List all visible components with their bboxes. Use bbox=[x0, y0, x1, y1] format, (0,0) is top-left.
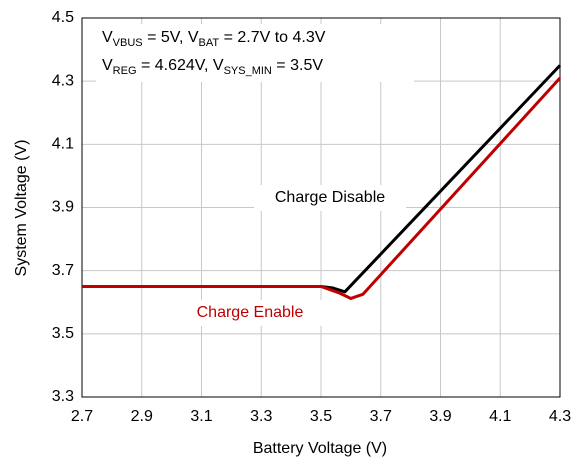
y-tick-label: 4.1 bbox=[52, 136, 74, 153]
series-label-background bbox=[254, 185, 406, 211]
annotation-text: = 3.5V bbox=[272, 57, 323, 74]
y-tick-label: 3.7 bbox=[52, 262, 74, 279]
y-tick-label: 3.5 bbox=[52, 325, 74, 342]
y-tick-label: 4.5 bbox=[52, 9, 74, 26]
x-tick-label: 3.7 bbox=[370, 408, 392, 425]
x-tick-label: 4.1 bbox=[489, 408, 511, 425]
x-tick-label: 3.9 bbox=[429, 408, 451, 425]
annotation-text: V bbox=[102, 57, 113, 74]
x-tick-label: 2.7 bbox=[71, 408, 93, 425]
annotation-background bbox=[96, 24, 414, 82]
y-tick-label: 3.9 bbox=[52, 199, 74, 216]
y-tick-label: 3.3 bbox=[52, 388, 74, 405]
x-tick-label: 3.1 bbox=[190, 408, 212, 425]
x-tick-label: 3.3 bbox=[250, 408, 272, 425]
annotation-text: = 2.7V to 4.3V bbox=[219, 29, 326, 46]
series-label: Charge Disable bbox=[275, 189, 385, 206]
annotation-text: = 4.624V, V bbox=[137, 57, 224, 74]
subscript: BAT bbox=[199, 37, 220, 49]
subscript: REG bbox=[113, 65, 137, 77]
x-tick-label: 3.5 bbox=[310, 408, 332, 425]
x-axis-title: Battery Voltage (V) bbox=[253, 440, 387, 457]
subscript: VBUS bbox=[113, 37, 143, 49]
subscript: SYS_MIN bbox=[224, 65, 272, 77]
series-label-background bbox=[175, 300, 325, 326]
annotation: VREG = 4.624V, VSYS_MIN = 3.5V bbox=[102, 57, 323, 77]
y-axis-title: System Voltage (V) bbox=[13, 140, 30, 277]
annotation-text: V bbox=[102, 29, 113, 46]
x-tick-label: 4.3 bbox=[549, 408, 571, 425]
y-tick-label: 4.3 bbox=[52, 72, 74, 89]
annotation-text: = 5V, V bbox=[143, 29, 199, 46]
annotation: VVBUS = 5V, VBAT = 2.7V to 4.3V bbox=[102, 29, 326, 49]
series-label: Charge Enable bbox=[197, 304, 304, 321]
series-line bbox=[82, 76, 562, 300]
x-tick-label: 2.9 bbox=[131, 408, 153, 425]
plot-frame bbox=[81, 17, 561, 398]
